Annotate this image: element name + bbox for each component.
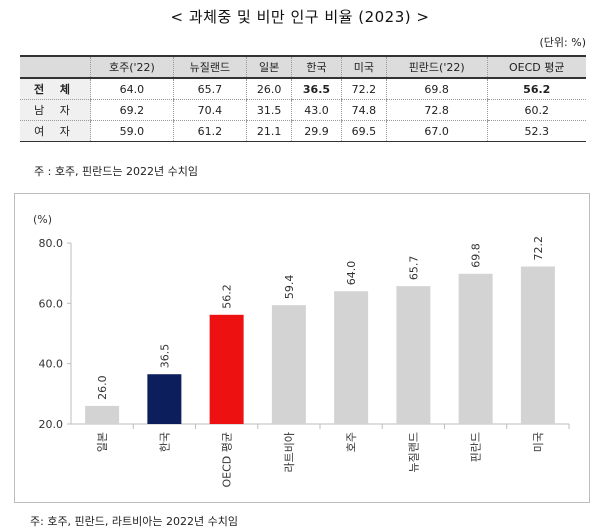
bar-chart: (%) 20.0 40.0 60.0 80.0 26.0 일본 36.5 한국 56.2 OECD … [33, 213, 570, 488]
data-label: 26.0 [96, 375, 109, 400]
chart-panel: (%) 20.0 40.0 60.0 80.0 26.0 일본 36.5 한국 56.2 OECD … [14, 193, 590, 503]
header-cell: 뉴질랜드 [172, 55, 247, 79]
table-cell: 29.9 [291, 120, 342, 142]
table-cell: 61.2 [172, 120, 247, 142]
y-tick-label: 60.0 [39, 297, 64, 310]
bar [209, 314, 244, 424]
bar [271, 305, 306, 424]
x-tick-label: 미국 [532, 432, 545, 452]
bar [85, 405, 120, 424]
data-label: 65.7 [407, 256, 420, 281]
table-cell: 31.5 [246, 99, 292, 121]
table-row-male: 남 자 69.2 70.4 31.5 43.0 74.8 72.8 60.2 [20, 99, 586, 121]
table-row-total: 전 체 64.0 65.7 26.0 36.5 72.2 69.8 56.2 [20, 78, 586, 100]
header-cell: 한국 [291, 55, 342, 79]
table-cell: 69.8 [385, 78, 487, 100]
y-tick-label: 20.0 [39, 418, 64, 431]
y-axis-label: (%) [33, 213, 52, 226]
data-label: 64.0 [345, 261, 358, 286]
y-tick-label: 40.0 [39, 358, 64, 371]
table-cell: 67.0 [385, 120, 487, 142]
table-cell: 64.0 [90, 78, 174, 100]
table-cell: 60.2 [486, 99, 586, 121]
table-cell: 70.4 [172, 99, 247, 121]
table-cell: 65.7 [172, 78, 247, 100]
header-cell: 핀란드('22) [385, 55, 487, 79]
table-header-row: 호주('22) 뉴질랜드 일본 한국 미국 핀란드('22) OECD 평균 [20, 55, 586, 79]
stats-table: 호주('22) 뉴질랜드 일본 한국 미국 핀란드('22) OECD 평균 전… [20, 55, 586, 142]
x-tick-label: 뉴질랜드 [407, 432, 420, 472]
table-cell: 72.8 [385, 99, 487, 121]
header-cell [20, 55, 91, 79]
chart-title: < 과체중 및 비만 인구 비율 (2023) > [170, 8, 430, 26]
bar [520, 266, 555, 424]
header-cell: 미국 [340, 55, 387, 79]
x-tick-label: OECD 평균 [221, 432, 234, 488]
row-label: 남 자 [20, 99, 91, 121]
data-label: 36.5 [158, 344, 171, 369]
x-tick-label: 한국 [158, 432, 171, 452]
data-label: 59.4 [283, 275, 296, 300]
table-cell: 69.5 [340, 120, 387, 142]
x-tick-label: 핀란드 [470, 432, 483, 462]
bar [147, 374, 182, 424]
table-cell: 69.2 [90, 99, 174, 121]
chart-footnote: 주: 호주, 핀란드, 라트비아는 2022년 수치임 [30, 515, 238, 528]
bar [458, 273, 493, 424]
table-cell: 56.2 [486, 78, 586, 100]
table-cell: 74.8 [340, 99, 387, 121]
table-cell: 26.0 [246, 78, 292, 100]
table-footnote: 주 : 호주, 핀란드는 2022년 수치임 [34, 165, 198, 178]
table-cell: 59.0 [90, 120, 174, 142]
row-label: 전 체 [20, 78, 91, 100]
table-row-female: 여 자 59.0 61.2 21.1 29.9 69.5 67.0 52.3 [20, 120, 586, 142]
x-tick-label: 호주 [345, 432, 358, 452]
unit-label: (단위: %) [539, 36, 586, 49]
table-cell: 52.3 [486, 120, 586, 142]
header-cell: 호주('22) [90, 55, 174, 79]
header-cell: 일본 [246, 55, 292, 79]
bar [396, 286, 431, 424]
table-cell: 36.5 [291, 78, 342, 100]
y-tick-label: 80.0 [39, 237, 64, 250]
x-tick-label: 일본 [95, 432, 109, 452]
bar [334, 291, 369, 424]
data-label: 72.2 [532, 236, 545, 261]
table-cell: 43.0 [291, 99, 342, 121]
x-tick-label: 라트비아 [283, 432, 296, 472]
data-label: 56.2 [221, 284, 234, 309]
row-label: 여 자 [20, 120, 91, 142]
data-label: 69.8 [470, 243, 483, 268]
table-cell: 21.1 [246, 120, 292, 142]
table-cell: 72.2 [340, 78, 387, 100]
header-cell: OECD 평균 [486, 55, 586, 79]
